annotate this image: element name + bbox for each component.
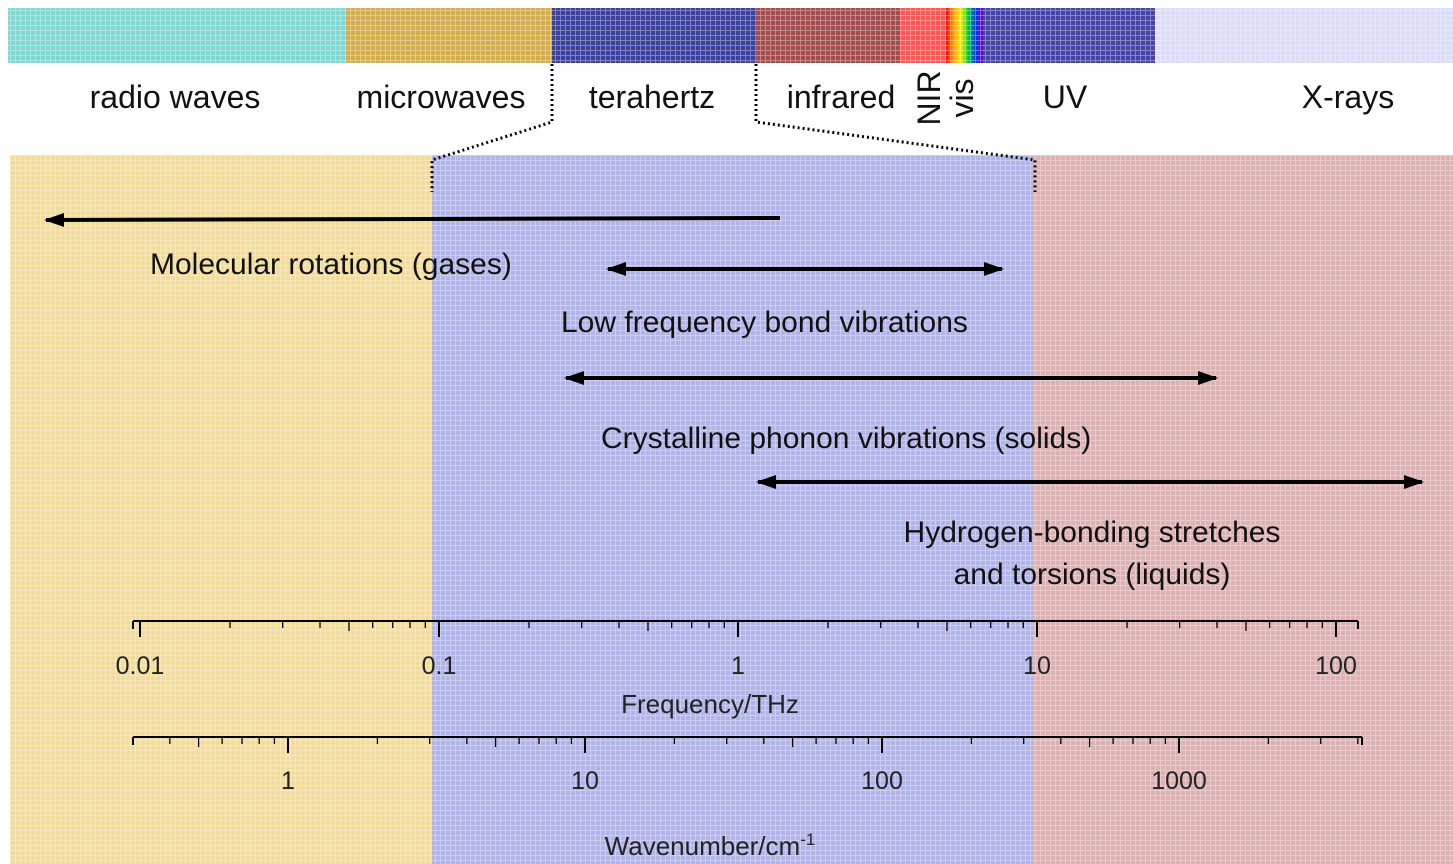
- band-label: microwaves: [357, 79, 526, 115]
- tick-label: 100: [861, 767, 903, 795]
- band-label: infrared: [787, 79, 896, 115]
- axis-title: Frequency/THz: [621, 689, 799, 719]
- band-label: NIR: [911, 70, 947, 125]
- tick-label: 1000: [1151, 767, 1207, 795]
- process-label: Molecular rotations (gases): [150, 248, 512, 281]
- process-label: Hydrogen-bonding stretches: [904, 516, 1281, 549]
- process-label: and torsions (liquids): [954, 558, 1231, 591]
- tick-label: 10: [1023, 652, 1051, 680]
- process-label: Crystalline phonon vibrations (solids): [601, 422, 1091, 455]
- zoom-panel: [10, 155, 1453, 864]
- zoom-connector: [430, 64, 554, 192]
- axes: 0.01 0.1 1 10 100 1 10 100 1000: [116, 620, 1363, 795]
- process-label: Low frequency bond vibrations: [561, 306, 968, 339]
- tick-label: 10: [571, 767, 599, 795]
- band-label: terahertz: [589, 79, 715, 115]
- tick-label: 1: [731, 652, 745, 680]
- band-label: radio waves: [90, 79, 261, 115]
- axis-title-sup: -1: [800, 830, 815, 849]
- tick-label: 100: [1315, 652, 1357, 680]
- tick-label: 1: [281, 767, 295, 795]
- band-label: X-rays: [1302, 79, 1394, 115]
- tick-label: 0.1: [422, 652, 457, 680]
- range-arrow: [44, 212, 781, 227]
- axis-title-text: Wavenumber/cm: [605, 831, 801, 861]
- band-label: UV: [1043, 79, 1088, 115]
- band-label: vis: [944, 78, 980, 117]
- zoom-connector: [754, 64, 1037, 192]
- mesh: [8, 8, 1453, 63]
- tick-label: 0.01: [116, 652, 165, 680]
- spectrum-bar: [8, 8, 1453, 63]
- axis-title: Wavenumber/cm-1: [605, 830, 816, 861]
